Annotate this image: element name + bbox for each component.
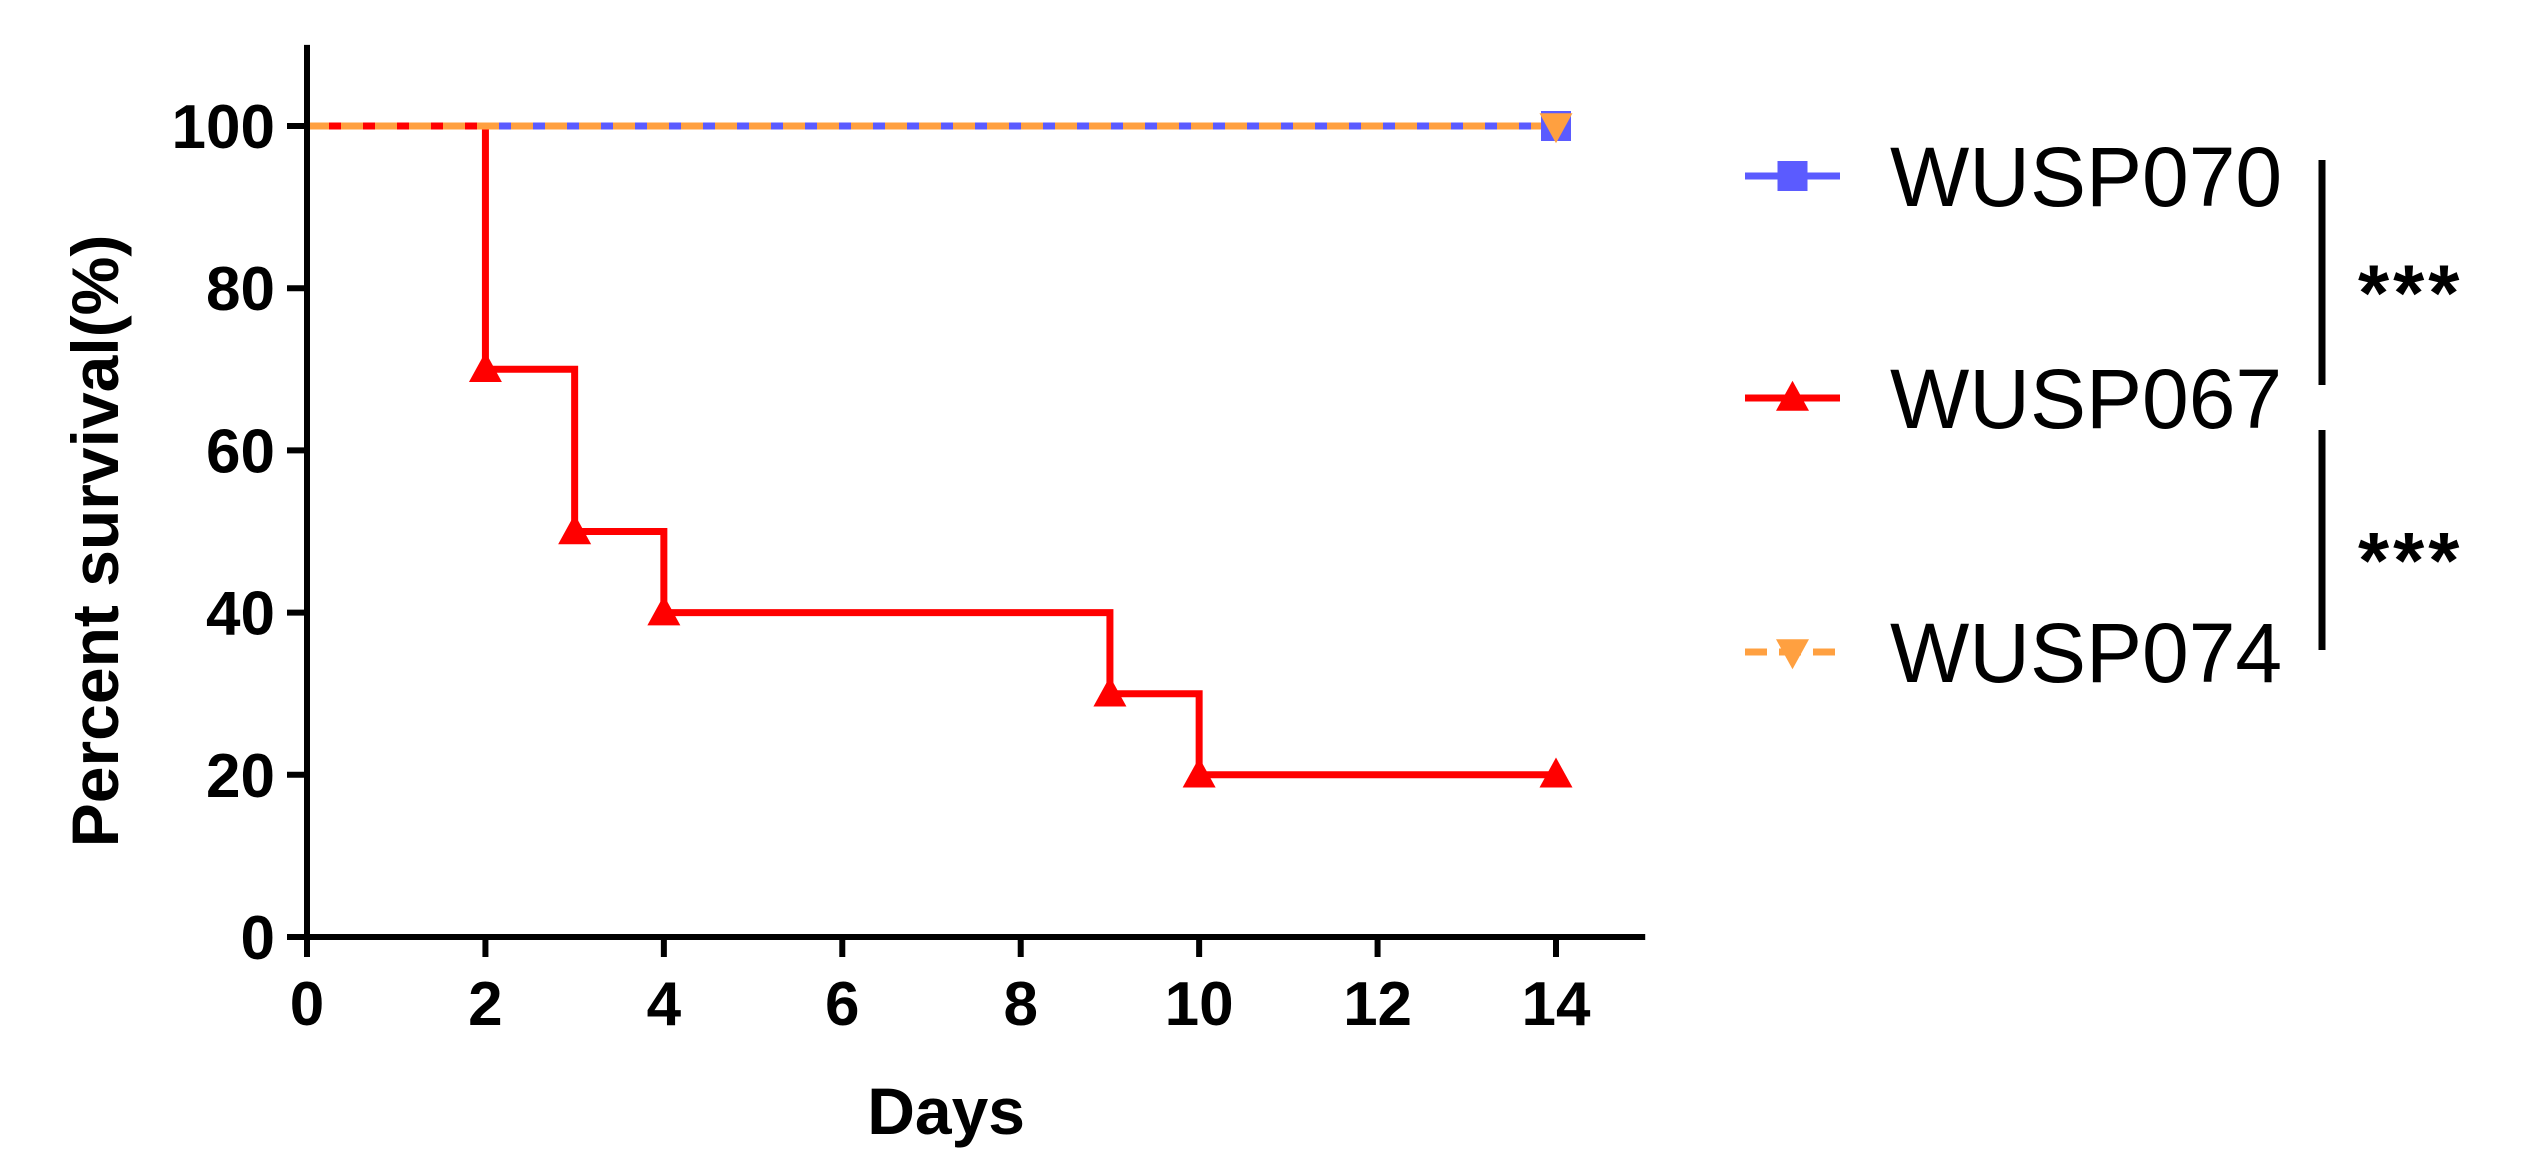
legend-swatch-marker <box>1777 161 1808 191</box>
x-tick-label: 14 <box>1522 970 1591 1039</box>
x-axis-title: Days <box>867 1074 1025 1148</box>
significance-label: *** <box>2358 249 2463 338</box>
legend: WUSP070 WUSP067 WUSP074 <box>1745 130 2282 700</box>
marker-wusp067 <box>647 595 681 626</box>
y-tick-label: 100 <box>172 93 275 162</box>
marker-wusp067 <box>468 352 502 383</box>
series-line-wusp067 <box>307 122 1556 779</box>
marker-wusp067 <box>558 514 592 545</box>
marker-wusp067 <box>1539 757 1573 788</box>
marker-wusp067 <box>1093 676 1127 707</box>
legend-label: WUSP074 <box>1890 606 2282 700</box>
x-tick-label: 0 <box>290 970 324 1039</box>
y-tick-label: 80 <box>206 255 275 324</box>
markers-group <box>468 111 1573 788</box>
marker-wusp067 <box>1182 757 1216 788</box>
x-tick-label: 12 <box>1343 970 1412 1039</box>
legend-item-wusp067: WUSP067 <box>1745 352 2282 446</box>
legend-label: WUSP070 <box>1890 130 2282 224</box>
y-axis-title: Percent survival(%) <box>58 235 132 848</box>
legend-swatch-marker <box>1776 380 1809 411</box>
significance-label: *** <box>2358 516 2463 605</box>
x-tick-label: 6 <box>825 970 859 1039</box>
y-tick-label: 60 <box>206 417 275 486</box>
y-tick-label: 0 <box>241 904 275 973</box>
plot-series-group <box>307 122 1556 779</box>
x-tick-label: 2 <box>468 970 502 1039</box>
x-tick-label: 8 <box>1003 970 1037 1039</box>
y-tick-label: 40 <box>206 580 275 649</box>
legend-item-wusp074: WUSP074 <box>1745 606 2282 700</box>
legend-swatch-marker <box>1776 639 1809 670</box>
y-tick-label: 20 <box>206 742 275 811</box>
axes-group <box>304 44 1646 940</box>
x-tick-label: 4 <box>647 970 682 1039</box>
x-tick-label: 10 <box>1165 970 1234 1039</box>
ticks-group: 0 20 40 60 80 100 0 2 4 6 8 10 12 14 <box>172 93 1591 1039</box>
significance-annotations: *** *** <box>2318 160 2463 650</box>
marker-wusp074 <box>1539 113 1573 144</box>
legend-item-wusp070: WUSP070 <box>1745 130 2282 224</box>
legend-label: WUSP067 <box>1890 352 2282 446</box>
